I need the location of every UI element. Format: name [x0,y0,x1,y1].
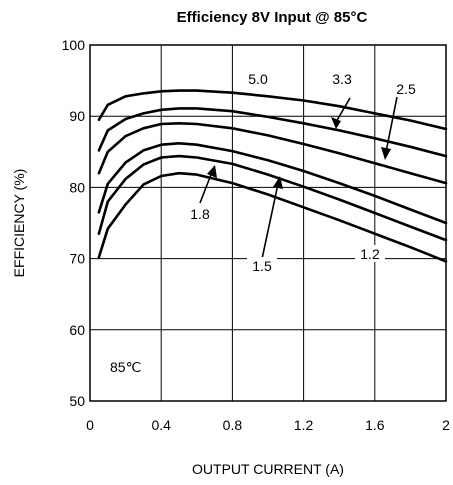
x-tick-label-0: 0 [86,417,94,433]
arrow-head-1-5 [273,176,283,189]
x-tick-label-2: 0.8 [223,417,243,433]
x-tick-label-3: 1.2 [294,417,314,433]
y-tick-labels: 50 60 70 80 90 100 [62,37,86,409]
pointer-1-5 [261,183,279,260]
arrow-head-1-8 [207,165,217,178]
series-line-3-3 [97,107,448,158]
y-tick-label-2: 70 [69,251,85,267]
curve-label-1-8: 1.8 [190,206,210,222]
curve-label-1-5: 1.5 [252,258,272,274]
x-axis-label: OUTPUT CURRENT (A) [192,461,344,477]
x-tick-label-5: 2 [442,417,450,433]
curve-label-3-3: 3.3 [332,71,352,87]
y-tick-label-0: 50 [69,393,85,409]
curve-label-2-5: 2.5 [396,81,416,97]
curve-label-1-2: 1.2 [360,246,380,262]
y-tick-label-5: 100 [62,37,86,53]
series-line-1-8 [97,142,448,225]
label-pointers [199,96,398,260]
series-lines [97,89,448,263]
x-tick-label-1: 0.4 [151,417,171,433]
plot-area [89,44,447,402]
series-line-5-0 [97,89,448,131]
series-line-1-2 [97,171,448,263]
temperature-annotation: 85℃ [110,359,141,375]
arrow-head-3-3 [331,117,341,129]
x-tick-labels: 0 0.4 0.8 1.2 1.6 2 [86,417,450,433]
y-tick-label-1: 60 [69,322,85,338]
pointer-3-3 [335,97,351,123]
y-axis-label: EFFICIENCY (%) [11,169,27,278]
chart-title: Efficiency 8V Input @ 85°C [177,9,368,26]
arrow-head-2-5 [381,147,391,160]
y-tick-label-4: 90 [69,108,85,124]
grid [90,45,446,401]
y-tick-label-3: 80 [69,179,85,195]
pointer-1-8 [199,171,213,204]
pointer-2-5 [385,96,398,153]
series-line-1-5 [97,154,448,242]
curve-labels: 5.0 3.3 2.5 1.8 1.5 1.2 [185,70,421,274]
series-line-2-5 [97,122,448,185]
curve-label-5-0: 5.0 [248,71,268,87]
x-tick-label-4: 1.6 [365,417,385,433]
